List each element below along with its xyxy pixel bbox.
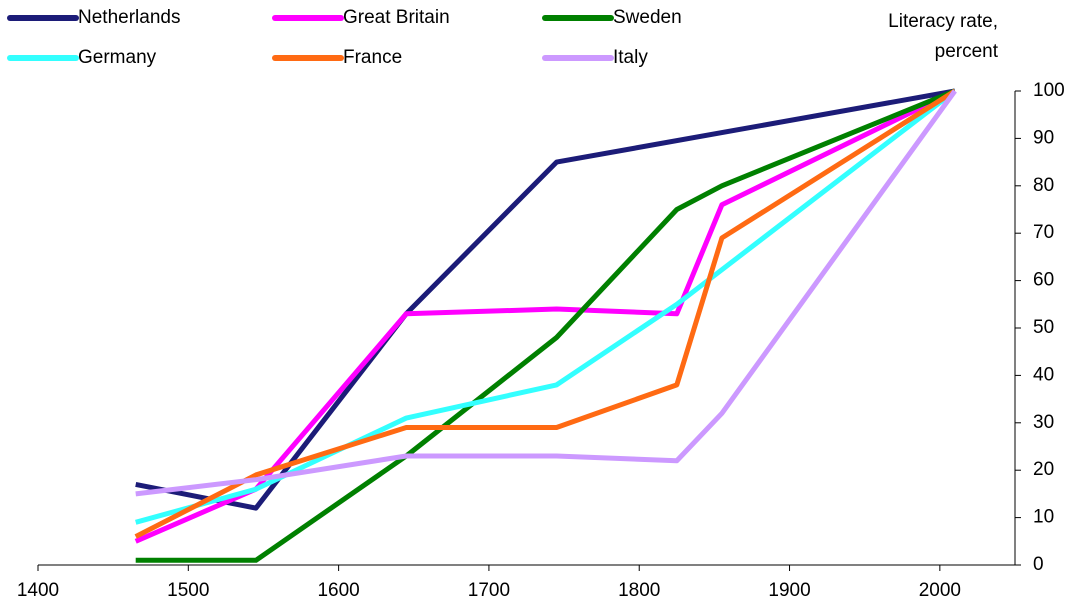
x-tick-label: 1500	[167, 580, 209, 601]
series-line	[134, 88, 957, 539]
legend-label: Netherlands	[78, 7, 180, 28]
x-tick-label: 1900	[768, 580, 810, 601]
y-tick-label: 70	[1033, 222, 1054, 243]
y-tick-label: 90	[1033, 127, 1054, 148]
x-tick-label: 1600	[317, 580, 359, 601]
legend-label: France	[343, 47, 402, 68]
x-tick-label: 2000	[919, 580, 961, 601]
x-tick-label: 1400	[17, 580, 59, 601]
y-tick-label: 50	[1033, 317, 1054, 338]
x-tick-label: 1800	[618, 580, 660, 601]
series-line	[135, 89, 957, 497]
x-tick-label: 1700	[468, 580, 510, 601]
legend-label: Italy	[613, 47, 648, 68]
y-axis-title: Literacy rate,	[888, 11, 998, 32]
series-line	[135, 89, 957, 525]
series-line	[135, 88, 956, 563]
y-tick-label: 10	[1033, 507, 1054, 528]
y-tick-label: 40	[1033, 364, 1054, 385]
y-axis-title: percent	[935, 41, 999, 62]
y-tick-label: 20	[1033, 459, 1054, 480]
legend-label: Great Britain	[343, 7, 450, 28]
legend-label: Germany	[78, 47, 157, 68]
y-tick-label: 100	[1033, 80, 1065, 101]
y-tick-label: 0	[1033, 554, 1044, 575]
y-tick-label: 30	[1033, 412, 1054, 433]
y-tick-label: 60	[1033, 270, 1054, 291]
y-tick-label: 80	[1033, 175, 1054, 196]
legend-label: Sweden	[613, 7, 682, 28]
